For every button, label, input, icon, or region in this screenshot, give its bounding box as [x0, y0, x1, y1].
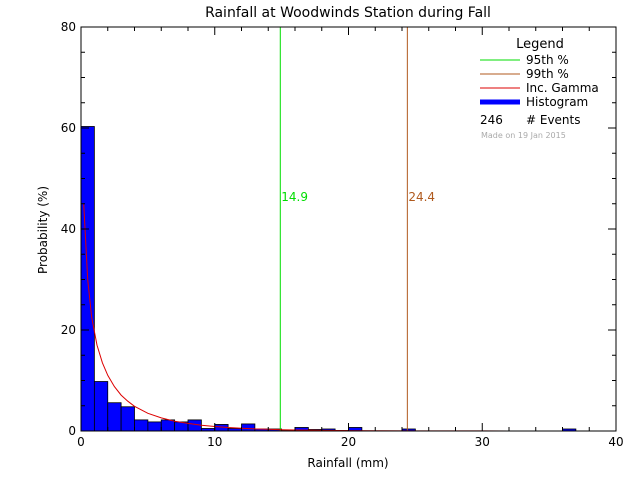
axis-tick-labels: 0 10 20 30 40 0 20 40 60 80 — [61, 20, 624, 449]
percentile-lines: 14.9 24.4 — [279, 27, 435, 431]
legend-made-on: Made on 19 Jan 2015 — [481, 131, 566, 140]
legend-label: Inc. Gamma — [526, 81, 599, 95]
y-tick-label: 40 — [61, 222, 76, 236]
legend-label: 99th % — [526, 67, 569, 81]
y-axis-label: Probability (%) — [36, 186, 50, 274]
percentile-99-label: 24.4 — [408, 190, 435, 204]
histogram-bar — [241, 423, 256, 432]
legend-events-label: # Events — [526, 113, 581, 127]
legend-label: 95th % — [526, 53, 569, 67]
histogram-bar — [107, 402, 122, 432]
histogram-bar — [120, 406, 135, 432]
histogram-bar — [93, 381, 109, 432]
y-tick-label: 20 — [61, 323, 76, 337]
histogram-bar — [187, 419, 202, 432]
histogram-bar — [134, 419, 149, 432]
legend-label: Histogram — [526, 95, 588, 109]
x-tick-label: 0 — [77, 435, 85, 449]
histogram-bars — [80, 126, 577, 432]
legend-events-count: 246 — [480, 113, 503, 127]
histogram-bar — [147, 421, 162, 432]
y-tick-label: 60 — [61, 121, 76, 135]
percentile-95-label: 14.9 — [281, 190, 308, 204]
x-tick-label: 20 — [341, 435, 356, 449]
y-tick-label: 0 — [68, 424, 76, 438]
y-tick-label: 80 — [61, 20, 76, 34]
histogram-bar — [160, 419, 176, 432]
axis-ticks — [80, 26, 617, 432]
x-tick-label: 30 — [475, 435, 490, 449]
legend-title: Legend — [516, 37, 564, 52]
x-tick-label: 40 — [608, 435, 623, 449]
chart-title: Rainfall at Woodwinds Station during Fal… — [205, 5, 491, 21]
gamma-curve — [83, 203, 616, 432]
x-axis-label: Rainfall (mm) — [307, 456, 388, 470]
x-tick-label: 10 — [207, 435, 222, 449]
